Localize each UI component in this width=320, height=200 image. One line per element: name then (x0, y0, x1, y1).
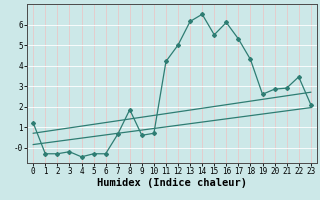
X-axis label: Humidex (Indice chaleur): Humidex (Indice chaleur) (97, 178, 247, 188)
